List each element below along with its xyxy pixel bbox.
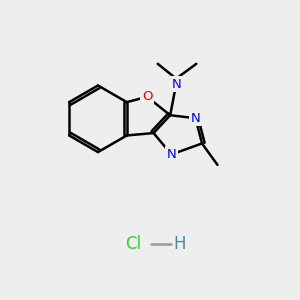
Text: N: N	[171, 77, 181, 91]
Text: Cl: Cl	[126, 235, 142, 253]
Text: O: O	[142, 90, 152, 103]
Text: N: N	[167, 148, 176, 161]
Text: N: N	[190, 112, 200, 125]
Text: H: H	[173, 235, 186, 253]
